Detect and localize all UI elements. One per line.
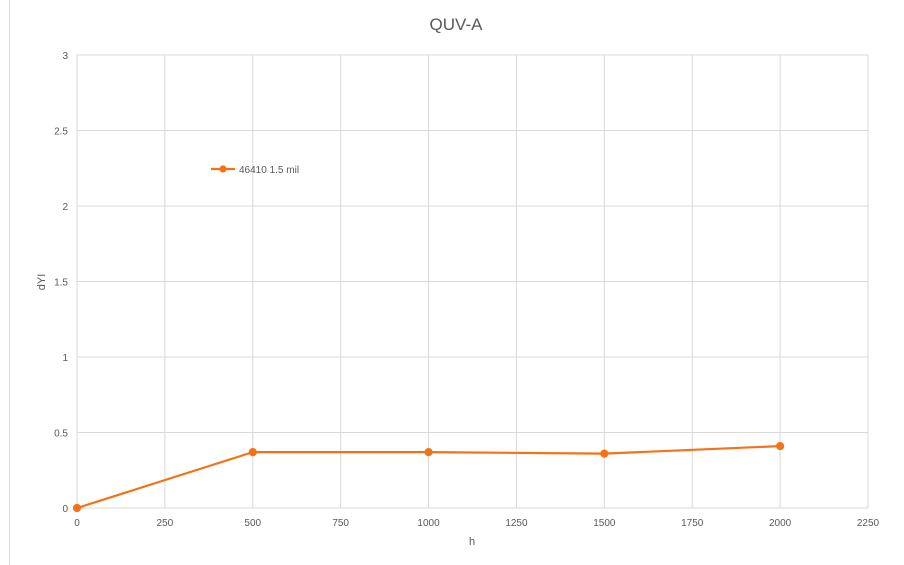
chart-title: QUV-A: [430, 15, 484, 34]
legend: 46410 1.5 mil: [211, 165, 299, 176]
y-tick-label: 1.5: [54, 278, 68, 289]
legend-label: 46410 1.5 mil: [239, 165, 299, 176]
y-axis-label: dYI: [36, 274, 48, 291]
data-point: [776, 441, 785, 451]
x-tick-label: 750: [332, 518, 349, 529]
y-tick-label: 0.5: [54, 429, 68, 440]
data-point: [424, 448, 433, 457]
chart-frame: [9, 0, 904, 565]
data-point: [72, 503, 82, 513]
y-tick-label: 0: [62, 504, 68, 515]
x-tick-label: 1250: [505, 518, 528, 529]
legend-marker: [219, 165, 227, 173]
x-tick-label: 0: [74, 518, 80, 529]
data-point: [248, 448, 257, 457]
axes: 0 250 500 750 1000 1250 1500 1750 2000 2250 0 0.5 1 1…: [54, 51, 879, 529]
y-tick-label: 3: [62, 51, 68, 62]
y-tick-label: 2.5: [54, 127, 68, 138]
x-tick-label: 1750: [681, 518, 704, 529]
x-tick-label: 2000: [769, 518, 792, 529]
x-tick-label: 2250: [857, 518, 880, 529]
y-tick-label: 1: [62, 353, 68, 364]
y-tick-label: 2: [62, 202, 68, 213]
x-tick-label: 1000: [417, 518, 440, 529]
grid-lines: [76, 54, 869, 509]
x-axis-label: h: [469, 536, 475, 548]
x-tick-label: 1500: [593, 518, 616, 529]
data-point: [600, 449, 609, 458]
series-layer: [72, 441, 785, 513]
x-tick-label: 250: [157, 518, 174, 529]
x-tick-label: 500: [244, 518, 261, 529]
